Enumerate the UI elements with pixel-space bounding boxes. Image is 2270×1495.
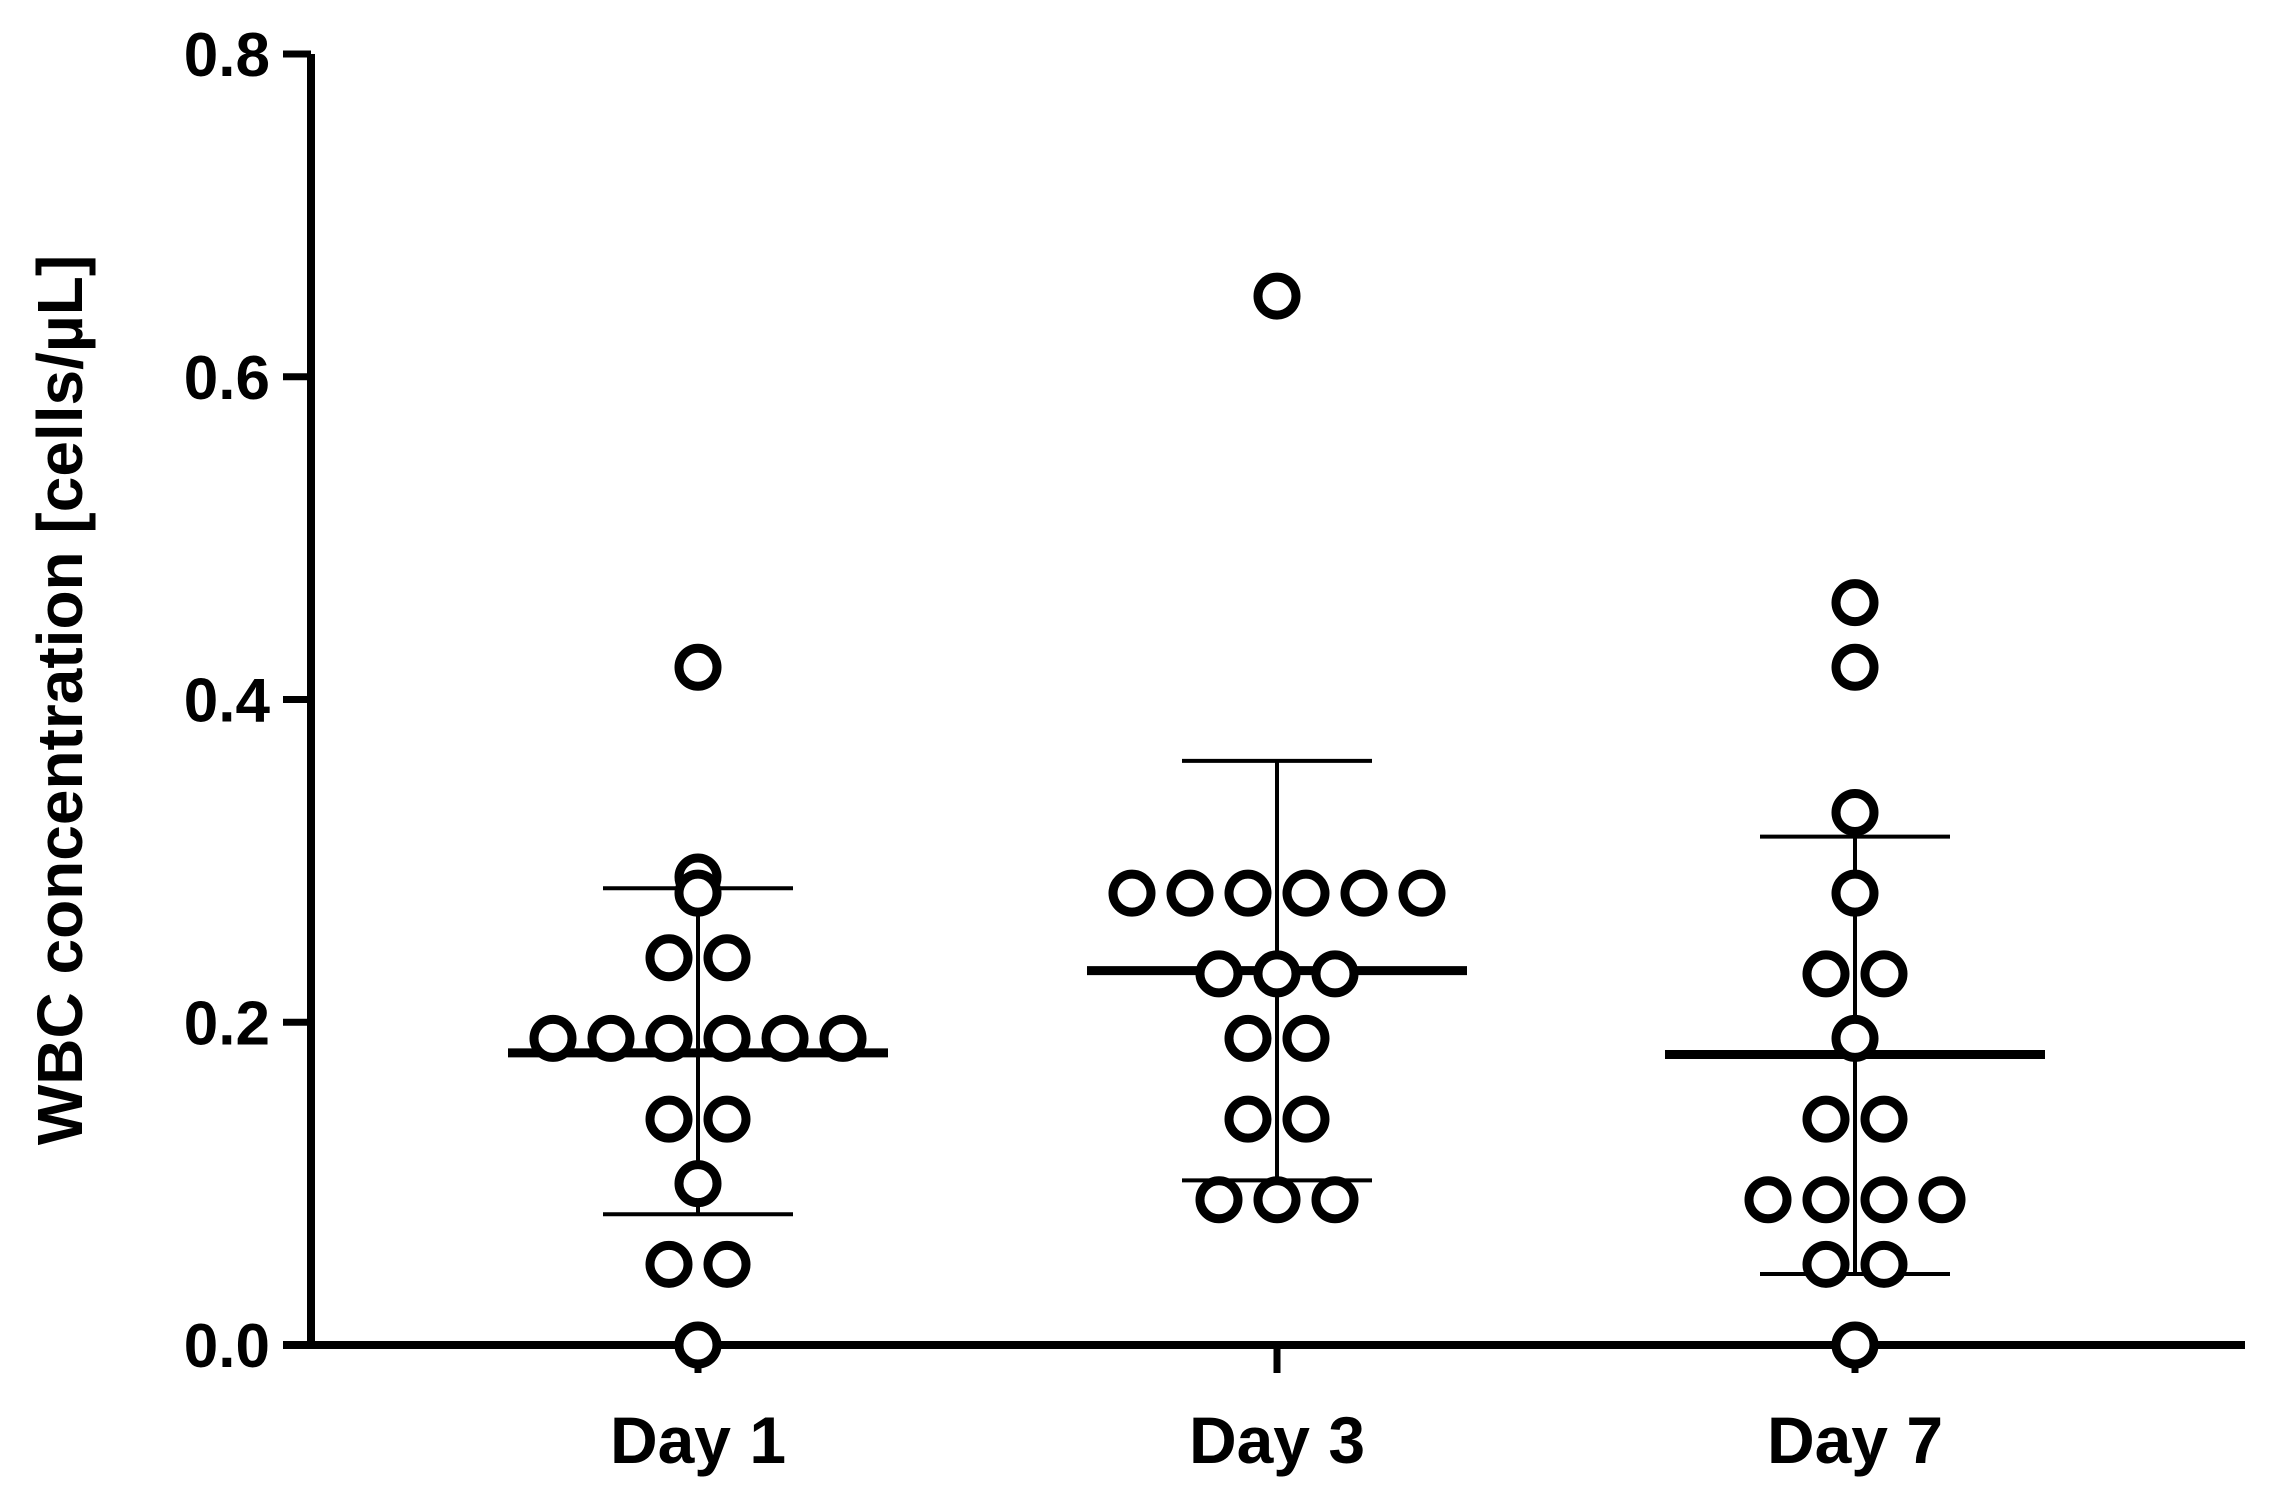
data-point bbox=[1802, 1176, 1850, 1224]
data-point bbox=[1802, 950, 1850, 998]
data-point bbox=[1918, 1176, 1966, 1224]
y-tick-label: 0.2 bbox=[184, 989, 270, 1058]
data-point bbox=[1831, 643, 1879, 691]
y-axis-ticks: 0.0 0.2 0.4 0.6 0.8 bbox=[184, 21, 311, 1381]
data-point bbox=[645, 934, 693, 982]
x-tick-label: Day 7 bbox=[1767, 1403, 1943, 1477]
data-point bbox=[1802, 1095, 1850, 1143]
data-point bbox=[1282, 1014, 1330, 1062]
data-point bbox=[1166, 869, 1214, 917]
data-point bbox=[1860, 1176, 1908, 1224]
data-point bbox=[1744, 1176, 1792, 1224]
x-axis-ticks: Day 1 Day 3 Day 7 bbox=[610, 1345, 1943, 1477]
data-point bbox=[1860, 1240, 1908, 1288]
data-point bbox=[645, 1014, 693, 1062]
data-point bbox=[1802, 1240, 1850, 1288]
data-point bbox=[1195, 1176, 1243, 1224]
y-tick-label: 0.6 bbox=[184, 344, 270, 413]
data-point bbox=[761, 1014, 809, 1062]
data-point bbox=[1398, 869, 1446, 917]
data-point bbox=[1224, 1014, 1272, 1062]
y-axis-title: WBC concentration [cells/µL] bbox=[24, 255, 96, 1145]
x-tick-label: Day 1 bbox=[610, 1403, 786, 1477]
data-point bbox=[1831, 788, 1879, 836]
y-tick-label: 0.4 bbox=[184, 667, 271, 736]
data-point bbox=[1108, 869, 1156, 917]
data-point bbox=[1253, 272, 1301, 320]
axes bbox=[283, 54, 2245, 1349]
y-tick-label: 0.0 bbox=[184, 1312, 270, 1381]
data-point bbox=[703, 934, 751, 982]
data-point bbox=[1860, 1095, 1908, 1143]
data-point bbox=[1253, 950, 1301, 998]
data-point bbox=[529, 1014, 577, 1062]
data-point bbox=[645, 1240, 693, 1288]
y-tick-label: 0.8 bbox=[184, 21, 270, 90]
data-point bbox=[703, 1240, 751, 1288]
data-point bbox=[674, 1321, 722, 1369]
data-point bbox=[1311, 950, 1359, 998]
data-point bbox=[1340, 869, 1388, 917]
data-point bbox=[1253, 1176, 1301, 1224]
data-point bbox=[1282, 1095, 1330, 1143]
data-points bbox=[529, 272, 1966, 1369]
data-point bbox=[674, 643, 722, 691]
data-point bbox=[645, 1095, 693, 1143]
data-point bbox=[1831, 1014, 1879, 1062]
data-point bbox=[587, 1014, 635, 1062]
data-point bbox=[1224, 1095, 1272, 1143]
data-point bbox=[1831, 579, 1879, 627]
data-point bbox=[703, 1095, 751, 1143]
data-point bbox=[703, 1014, 751, 1062]
data-point bbox=[1282, 869, 1330, 917]
x-tick-label: Day 3 bbox=[1189, 1403, 1365, 1477]
data-point bbox=[674, 869, 722, 917]
data-point bbox=[1195, 950, 1243, 998]
data-point bbox=[674, 1160, 722, 1208]
data-point bbox=[1831, 869, 1879, 917]
data-point bbox=[1224, 869, 1272, 917]
data-point bbox=[819, 1014, 867, 1062]
data-point bbox=[1311, 1176, 1359, 1224]
data-point bbox=[1860, 950, 1908, 998]
data-point bbox=[1831, 1321, 1879, 1369]
